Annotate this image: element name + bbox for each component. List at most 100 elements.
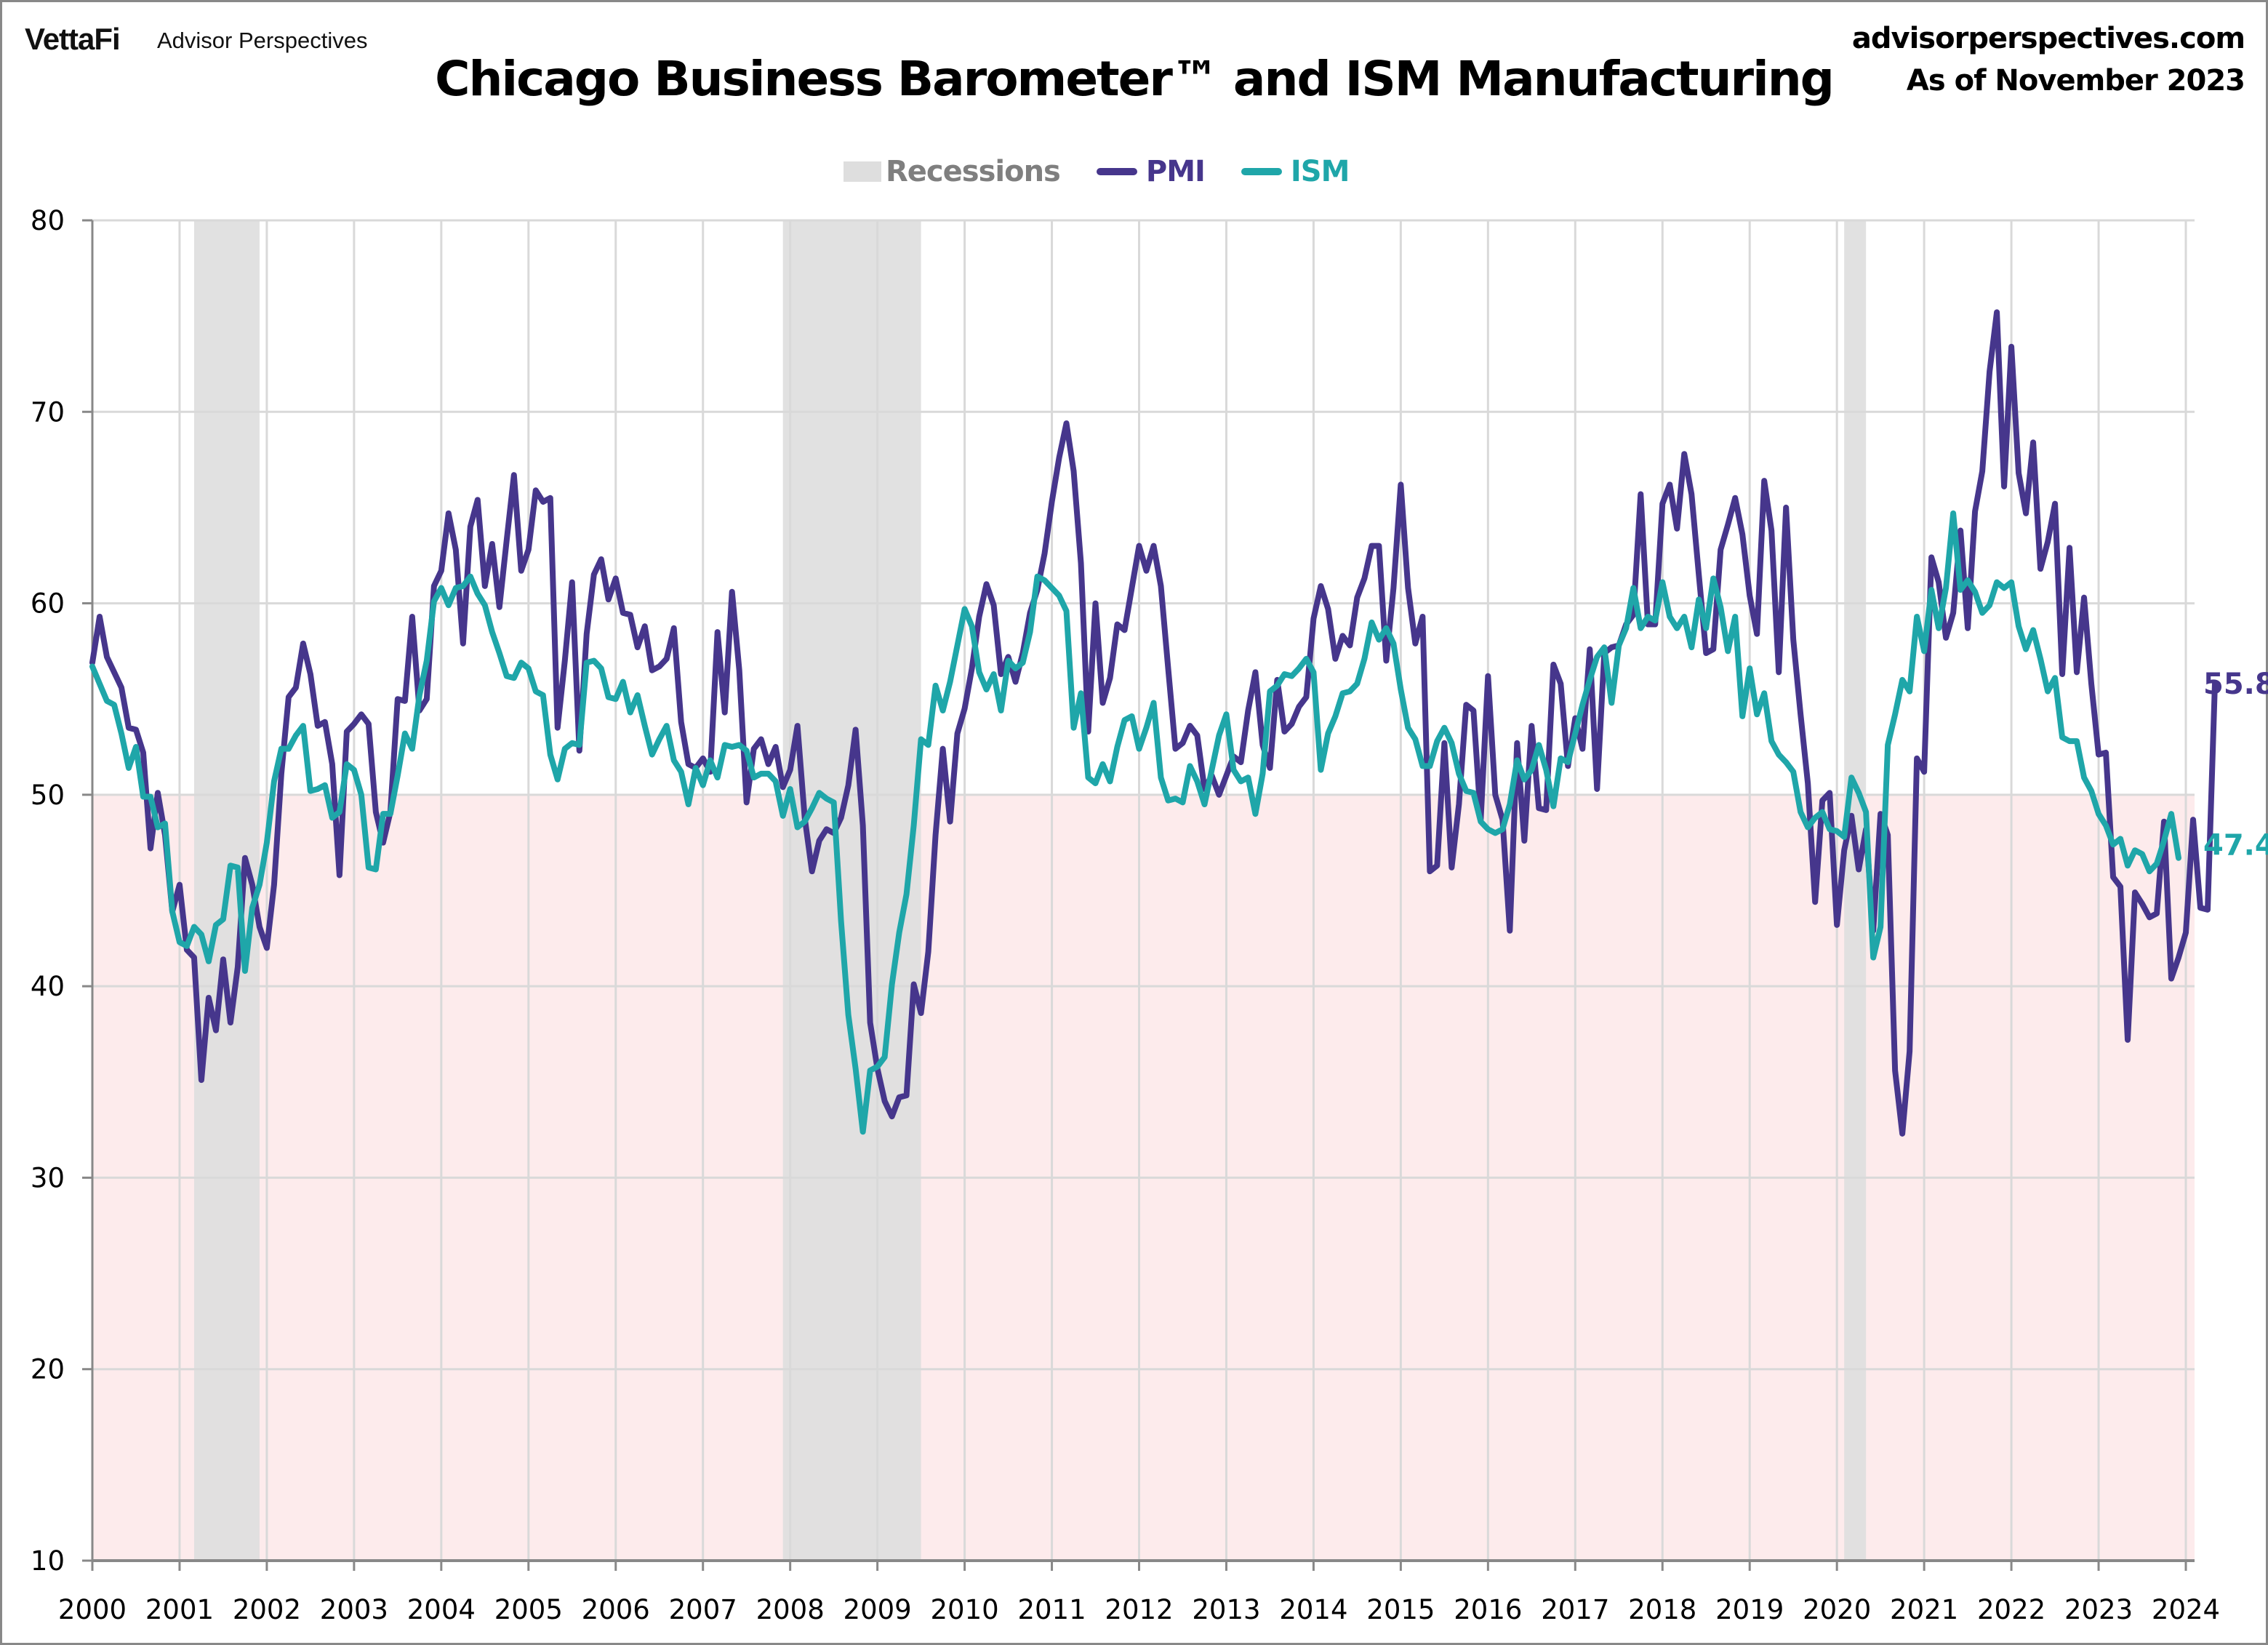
data-point-ism: [135, 746, 137, 748]
data-point-ism: [1531, 769, 1532, 771]
data-point-ism: [1095, 783, 1097, 784]
data-point-pmi: [528, 549, 529, 551]
data-point-ism: [1931, 589, 1932, 591]
data-point-pmi: [2141, 903, 2143, 905]
data-point-pmi: [484, 585, 486, 587]
data-point-pmi: [1691, 493, 1692, 495]
data-point-pmi: [1654, 624, 1656, 625]
data-point-pmi: [1385, 660, 1387, 662]
data-point-pmi: [906, 1094, 907, 1096]
x-tick-label: 2010: [930, 1594, 998, 1625]
data-point-pmi: [1334, 658, 1336, 660]
data-point-ism: [891, 984, 893, 985]
legend-item-pmi: PMI: [1096, 155, 1206, 188]
data-point-ism: [782, 815, 784, 817]
vettafi-logo: VettaFi: [25, 22, 121, 56]
source-block: advisorperspectives.com As of November 2…: [1852, 17, 2245, 102]
data-point-pmi: [2032, 441, 2034, 443]
x-tick-label: 2011: [1017, 1594, 1086, 1625]
data-point-ism: [1923, 650, 1925, 652]
x-tick-label: 2000: [58, 1594, 127, 1625]
x-tick-label: 2008: [756, 1594, 825, 1625]
x-tick-label: 2022: [1977, 1594, 2045, 1625]
data-point-ism: [564, 748, 566, 750]
x-tick-label: 2009: [844, 1594, 912, 1625]
data-point-pmi: [1974, 511, 1976, 512]
data-point-ism: [2069, 740, 2070, 742]
data-point-ism: [1502, 828, 1503, 830]
data-point-pmi: [1088, 731, 1089, 732]
end-labels-layer: 55.8 47.4: [2203, 668, 2268, 862]
x-tick-label: 2015: [1366, 1594, 1435, 1625]
legend-item-ism: ISM: [1241, 155, 1350, 188]
data-point-pmi: [1800, 713, 1801, 715]
data-point-ism: [833, 801, 835, 803]
data-point-ism: [557, 779, 558, 780]
data-point-ism: [993, 673, 995, 675]
data-point-pmi: [1363, 577, 1365, 579]
data-point-ism: [288, 748, 289, 750]
data-point-pmi: [2134, 892, 2136, 893]
legend-swatch-pmi: [1096, 168, 1137, 175]
x-tick-label: 2002: [233, 1594, 301, 1625]
legend-item-recessions: Recessions: [844, 155, 1061, 188]
data-point-pmi: [1720, 549, 1721, 551]
data-point-pmi: [913, 984, 915, 985]
x-tick-label: 2023: [2064, 1594, 2133, 1625]
data-point-ism: [157, 827, 159, 828]
data-point-ism: [164, 822, 166, 824]
data-point-ism: [1407, 727, 1409, 729]
data-point-pmi: [382, 842, 384, 844]
data-point-pmi: [135, 729, 137, 730]
data-point-pmi: [179, 884, 180, 886]
data-point-ism: [1545, 769, 1547, 771]
recession-band: [782, 220, 921, 1561]
x-tick-label: 2007: [669, 1594, 737, 1625]
data-point-pmi: [1945, 637, 1947, 639]
data-point-pmi: [971, 668, 973, 669]
data-point-ism: [230, 865, 231, 866]
x-tick-label: 2018: [1628, 1594, 1696, 1625]
data-point-ism: [1756, 713, 1758, 715]
data-point-ism: [353, 769, 355, 771]
data-point-ism: [1073, 727, 1075, 729]
data-point-pmi: [1124, 629, 1126, 631]
data-point-pmi: [797, 725, 798, 727]
data-point-ism: [1313, 671, 1314, 673]
data-point-pmi: [2083, 597, 2085, 599]
y-tick-label: 60: [31, 588, 65, 620]
data-point-ism: [528, 668, 529, 669]
data-point-ism: [1124, 719, 1126, 721]
x-tick-label: 2004: [407, 1594, 476, 1625]
data-point-ism: [1436, 740, 1438, 742]
data-point-pmi: [1931, 556, 1932, 558]
data-point-ism: [1712, 577, 1714, 579]
data-point-pmi: [237, 966, 239, 968]
legend-swatch-ism: [1241, 168, 1282, 175]
data-point-ism: [1480, 821, 1481, 822]
data-point-pmi: [608, 599, 609, 600]
data-point-ism: [1363, 658, 1365, 660]
data-point-pmi: [1756, 633, 1758, 635]
data-point-ism: [1843, 836, 1845, 838]
data-point-pmi: [1851, 815, 1852, 817]
data-point-ism: [484, 604, 486, 606]
end-label-pmi: 55.8: [2203, 668, 2268, 701]
data-point-ism: [215, 924, 217, 926]
data-point-ism: [659, 739, 660, 740]
data-point-ism: [1989, 604, 1990, 606]
data-point-ism: [2032, 629, 2034, 631]
series-line-ism: [89, 510, 2182, 1135]
data-point-ism: [1342, 692, 1343, 694]
data-point-pmi: [150, 848, 151, 849]
data-point-ism: [644, 725, 646, 727]
data-point-pmi: [1596, 788, 1598, 790]
data-point-pmi: [1952, 612, 1954, 614]
data-point-pmi: [1356, 597, 1358, 599]
data-point-ism: [1008, 660, 1009, 662]
data-point-pmi: [622, 612, 624, 614]
data-point-ism: [1225, 713, 1227, 715]
x-tick-label: 2012: [1105, 1594, 1173, 1625]
x-tick-label: 2020: [1803, 1594, 1871, 1625]
